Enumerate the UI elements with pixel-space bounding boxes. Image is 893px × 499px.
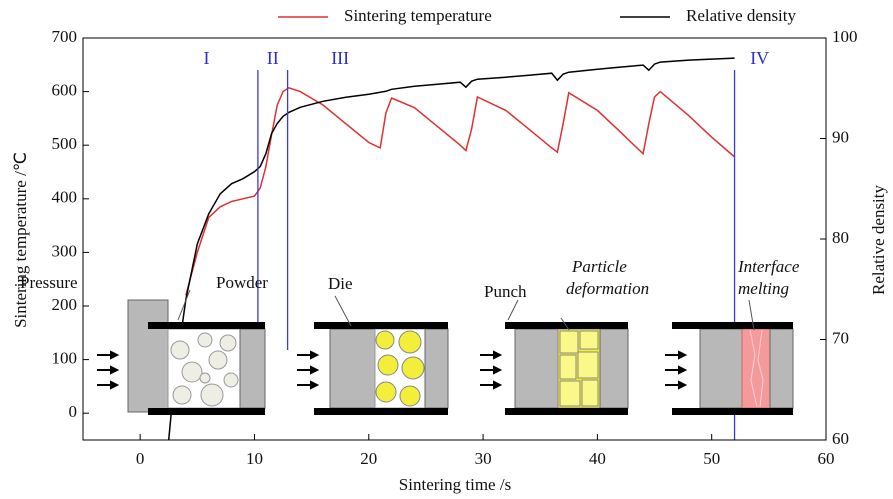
- phase-label: I: [203, 48, 209, 68]
- die: [672, 408, 793, 415]
- die: [148, 408, 265, 415]
- punch: [514, 328, 559, 409]
- x-tick-label: 20: [360, 449, 377, 468]
- annotation: Powder: [216, 273, 268, 292]
- y2-tick-label: 90: [832, 127, 849, 146]
- punch: [699, 328, 743, 409]
- punch: [239, 328, 266, 409]
- phase-label: III: [331, 48, 349, 68]
- powder: [375, 330, 425, 407]
- die: [314, 408, 448, 415]
- punch: [424, 328, 449, 409]
- y-tick-label: 700: [52, 27, 78, 46]
- y-tick-label: 600: [52, 81, 78, 100]
- series-line: [167, 57, 735, 441]
- y2-tick-label: 60: [832, 429, 849, 448]
- y-tick-label: 0: [69, 402, 78, 421]
- pressure-arrows: [97, 350, 688, 390]
- melted-area: [741, 328, 771, 409]
- die: [314, 322, 448, 329]
- y2-axis-label: Relative density: [869, 185, 888, 296]
- legend-label: Relative density: [686, 6, 797, 25]
- punch: [769, 328, 794, 409]
- annotation: Punch: [484, 282, 527, 301]
- phase-label: IV: [750, 48, 769, 68]
- insets: Pressure Powder Die Punch Particle defor…: [20, 257, 800, 415]
- annotation: deformation: [566, 279, 649, 298]
- x-axis-label: Sintering time /s: [399, 475, 511, 494]
- die: [148, 322, 265, 329]
- x-tick-label: 40: [589, 449, 606, 468]
- punch: [599, 328, 629, 409]
- annotation: Pressure: [20, 273, 78, 292]
- curves: [167, 57, 736, 441]
- leader-lines: [177, 289, 755, 331]
- annotation: Die: [328, 274, 353, 293]
- y2-tick-label: 70: [832, 328, 849, 347]
- x-tick-label: 60: [818, 449, 835, 468]
- annotation: Particle: [571, 257, 627, 276]
- y-tick-label: 300: [52, 241, 78, 260]
- annotation: melting: [738, 279, 789, 298]
- x-tick-label: 0: [136, 449, 145, 468]
- x-tick-label: 30: [475, 449, 492, 468]
- interfaces: [749, 329, 764, 408]
- y-tick-label: 500: [52, 134, 78, 153]
- x-tick-label: 50: [703, 449, 720, 468]
- x-tick-label: 10: [246, 449, 263, 468]
- y-tick-label: 200: [52, 295, 78, 314]
- punch: [127, 299, 169, 413]
- punch: [329, 328, 376, 409]
- die: [505, 408, 628, 415]
- annotation: Interface: [737, 257, 800, 276]
- y2-tick-label: 80: [832, 228, 849, 247]
- legend-label: Sintering temperature: [344, 6, 492, 25]
- powder: [170, 332, 239, 407]
- die: [672, 322, 793, 329]
- y-tick-label: 100: [52, 349, 78, 368]
- series-line: [185, 86, 736, 296]
- y-tick-label: 400: [52, 188, 78, 207]
- powder: [559, 330, 599, 407]
- y-axis-label: Sintering temperature /℃: [11, 152, 30, 328]
- phase-label: II: [267, 48, 279, 68]
- y2-tick-label: 100: [832, 27, 858, 46]
